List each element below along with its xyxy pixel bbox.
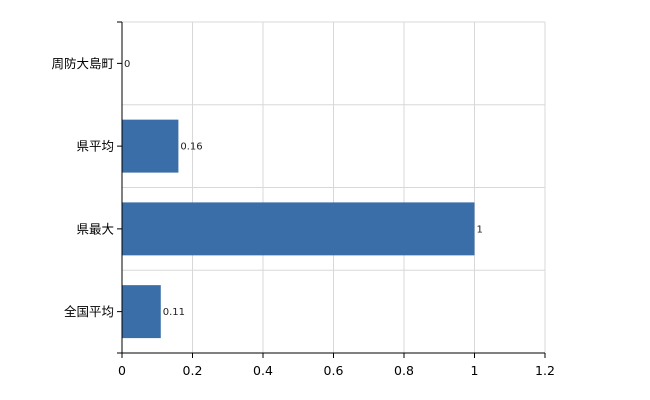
x-tick-label-1: 0.2 — [183, 363, 203, 378]
x-tick-label-4: 0.8 — [394, 363, 414, 378]
axes — [117, 21, 546, 358]
category-label-2: 県最大 — [76, 221, 114, 236]
bar-3 — [122, 285, 161, 339]
category-label-1: 県平均 — [76, 139, 114, 154]
bar-2 — [122, 202, 475, 256]
x-tick-label-6: 1.2 — [535, 363, 555, 378]
x-tick-label-2: 0.4 — [253, 363, 273, 378]
x-tick-label-0: 0 — [118, 363, 126, 378]
x-tick-label-3: 0.6 — [324, 363, 344, 378]
category-label-0: 周防大島町 — [51, 56, 114, 71]
labels: 0 0.2 0.4 0.6 0.8 1 1.2 周防大島町 0 県平均 0.16 県最大 1 全国平均 0.… — [51, 56, 554, 378]
gridlines — [122, 21, 546, 353]
x-tick-label-5: 1 — [471, 363, 479, 378]
data-label-3: 0.11 — [163, 307, 185, 318]
category-label-3: 全国平均 — [64, 304, 114, 319]
data-label-0: 0 — [124, 59, 130, 70]
bars — [122, 119, 475, 339]
data-label-2: 1 — [477, 224, 483, 235]
data-label-1: 0.16 — [180, 142, 202, 153]
bar-1 — [122, 119, 179, 173]
